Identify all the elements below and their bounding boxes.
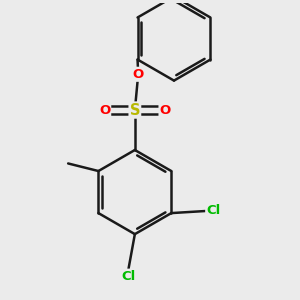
Text: O: O [133, 68, 144, 81]
Text: O: O [160, 103, 171, 116]
Text: O: O [99, 103, 110, 116]
Text: Cl: Cl [206, 205, 220, 218]
Text: S: S [130, 103, 140, 118]
Text: Cl: Cl [122, 270, 136, 283]
